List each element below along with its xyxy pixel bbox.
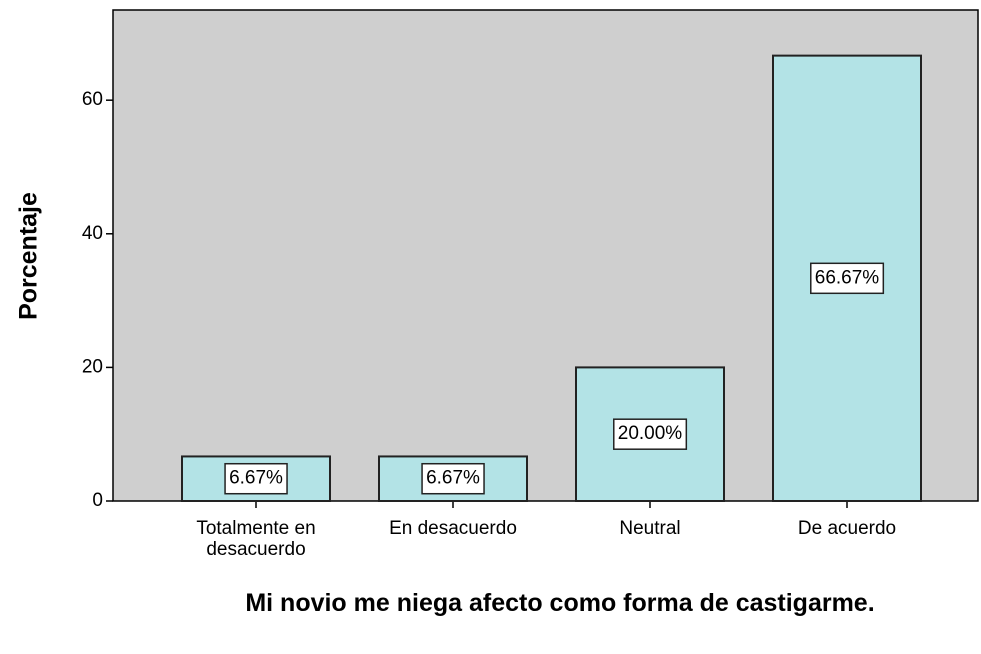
value-label: 6.67% [229,468,283,489]
y-tick-label: 60 [82,89,103,110]
x-tick-label: De acuerdo [797,518,897,539]
value-label-box [224,462,288,495]
value-label: 20.00% [618,423,683,444]
y-tick-label: 40 [82,223,103,244]
value-label: 6.67% [426,468,480,489]
x-tick-label: Neutral [619,518,681,539]
y-tick-label: 20 [82,356,103,377]
value-label-box [613,418,688,450]
x-tick-label: Totalmente en desacuerdo [196,518,316,560]
y-tick-label: 0 [92,490,103,511]
value-label-box [421,462,485,495]
x-tick-label: En desacuerdo [389,518,517,539]
value-label-box [810,262,885,295]
value-label: 66.67% [815,267,880,288]
x-axis-title: Mi novio me niega afecto como forma de c… [245,589,875,617]
y-axis-label: Porcentaje [15,192,43,320]
